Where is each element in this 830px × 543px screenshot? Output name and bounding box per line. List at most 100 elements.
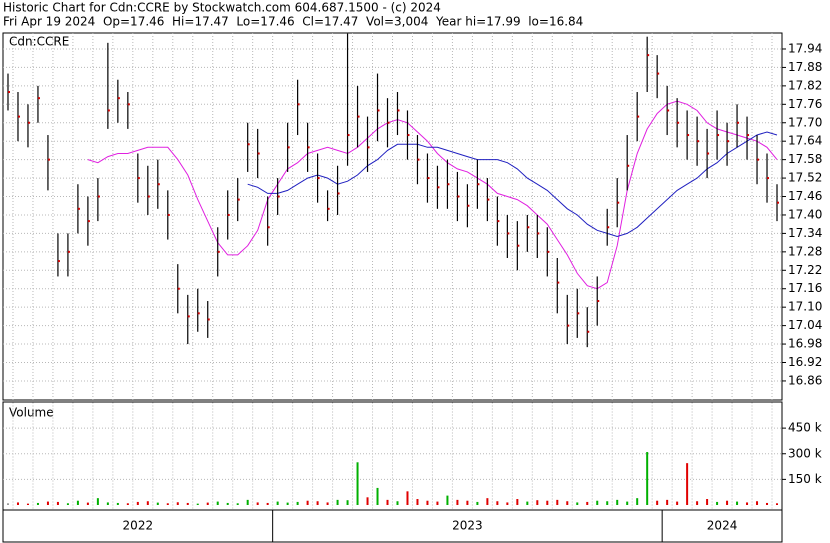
volume-bar — [66, 503, 69, 505]
volume-bar — [56, 501, 59, 505]
close-dot — [377, 109, 380, 112]
close-dot — [397, 109, 400, 112]
close-dot — [667, 109, 670, 112]
volume-bar — [286, 502, 289, 505]
x-period-label: 2023 — [452, 519, 483, 533]
x-axis-band — [2, 509, 783, 543]
volume-bar — [496, 501, 499, 505]
close-dot — [657, 72, 660, 75]
volume-bar — [106, 502, 109, 505]
volume-bar — [206, 502, 209, 505]
volume-bar — [216, 501, 219, 505]
close-dot — [497, 220, 500, 223]
volume-bar — [116, 502, 119, 505]
volume-bar — [306, 500, 309, 505]
close-dot — [177, 287, 180, 290]
y-tick-label: 17.34 — [788, 226, 822, 240]
volume-bar — [336, 499, 339, 505]
volume-bar — [396, 501, 399, 505]
close-dot — [27, 121, 30, 124]
close-dot — [617, 201, 620, 204]
close-dot — [677, 121, 680, 124]
close-dot — [127, 103, 130, 106]
volume-bar — [586, 501, 589, 505]
volume-bar — [186, 502, 189, 505]
y-tick-label: 17.76 — [788, 97, 822, 111]
close-dot — [627, 164, 630, 167]
close-dot — [77, 207, 80, 210]
volume-bar — [346, 500, 349, 505]
volume-bar — [156, 502, 159, 505]
close-dot — [297, 103, 300, 106]
volume-bar — [226, 502, 229, 505]
close-dot — [437, 186, 440, 189]
volume-bar — [756, 501, 759, 505]
y-tick-label: 150 k — [788, 472, 822, 486]
close-dot — [477, 183, 480, 186]
close-dot — [117, 97, 120, 100]
close-dot — [407, 134, 410, 137]
close-dot — [637, 115, 640, 118]
volume-bar — [516, 499, 519, 505]
close-dot — [537, 232, 540, 235]
close-dot — [587, 330, 590, 333]
volume-bar — [616, 499, 619, 505]
chart-title: Historic Chart for Cdn:CCRE by Stockwatc… — [3, 1, 441, 15]
close-dot — [107, 109, 110, 112]
volume-bar — [526, 501, 529, 505]
close-dot — [87, 220, 90, 223]
close-dot — [487, 198, 490, 201]
volume-bar — [266, 502, 269, 505]
volume-bar — [566, 501, 569, 505]
close-dot — [137, 177, 140, 180]
y-tick-label: 17.40 — [788, 207, 822, 221]
volume-bar — [666, 499, 669, 505]
close-dot — [457, 195, 460, 198]
volume-bar — [376, 487, 379, 505]
volume-bar — [766, 502, 769, 505]
volume-bar — [716, 501, 719, 505]
close-dot — [37, 97, 40, 100]
close-dot — [57, 260, 60, 263]
volume-bar — [776, 503, 779, 505]
volume-label: Volume — [9, 406, 54, 420]
volume-bar — [706, 499, 709, 505]
volume-bar — [446, 495, 449, 505]
volume-bar — [146, 501, 149, 505]
price-label: Cdn:CCRE — [9, 35, 69, 49]
volume-bar — [36, 502, 39, 505]
volume-bar — [86, 502, 89, 505]
volume-bar — [406, 491, 409, 505]
volume-bar — [356, 462, 359, 505]
close-dot — [7, 91, 10, 94]
close-dot — [187, 315, 190, 318]
close-dot — [277, 195, 280, 198]
volume-bar — [426, 500, 429, 505]
y-tick-label: 16.86 — [788, 373, 822, 387]
y-tick-label: 300 k — [788, 446, 822, 460]
volume-bar — [646, 452, 649, 505]
volume-bar — [416, 499, 419, 505]
close-dot — [337, 192, 340, 195]
y-tick-label: 16.98 — [788, 337, 822, 351]
y-tick-label: 17.82 — [788, 78, 822, 92]
y-tick-label: 17.46 — [788, 189, 822, 203]
close-dot — [47, 158, 50, 161]
y-tick-label: 450 k — [788, 421, 822, 435]
volume-bar — [486, 498, 489, 505]
y-tick-label: 17.04 — [788, 318, 822, 332]
volume-bar — [246, 499, 249, 505]
volume-bar — [16, 502, 19, 505]
volume-bar — [136, 501, 139, 505]
volume-bar — [596, 500, 599, 505]
volume-bar — [556, 499, 559, 505]
close-dot — [357, 115, 360, 118]
close-dot — [167, 213, 170, 216]
close-dot — [577, 312, 580, 315]
volume-bar — [536, 500, 539, 505]
close-dot — [607, 226, 610, 229]
y-tick-label: 17.70 — [788, 115, 822, 129]
close-dot — [547, 250, 550, 253]
volume-bar — [316, 501, 319, 505]
